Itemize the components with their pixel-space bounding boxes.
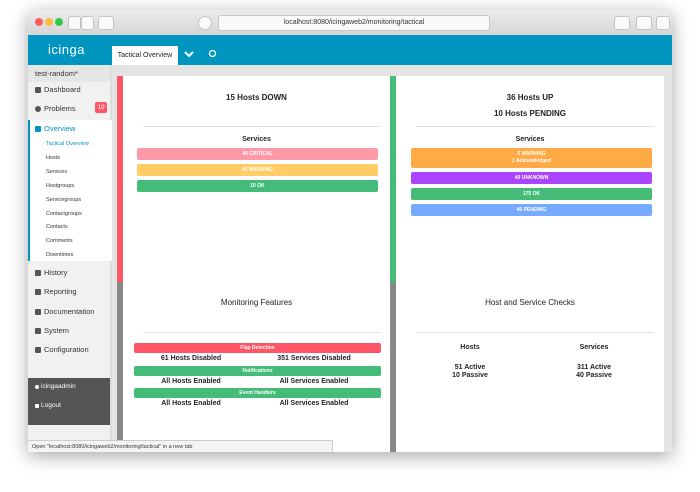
sub-nav-item[interactable]: Tactical Overview: [46, 141, 89, 147]
status-bar[interactable]: 40 CRITICAL: [137, 148, 378, 160]
nav-label: System: [44, 325, 70, 335]
feature-bar[interactable]: Notifications: [134, 365, 381, 376]
status-bar[interactable]: 40 PENDING: [411, 204, 652, 216]
nav-icon: [35, 308, 41, 315]
nav-label: Overview: [44, 124, 76, 133]
refresh-icon[interactable]: [208, 49, 217, 58]
check-count[interactable]: 10 Passive: [452, 372, 488, 379]
bar-label: 5 WARNING: [517, 151, 546, 157]
column-heading: Services: [579, 344, 609, 351]
status-bar[interactable]: 175 OK: [411, 188, 652, 200]
badge: 19: [95, 102, 107, 113]
logo[interactable]: icinga: [48, 42, 85, 57]
back-button[interactable]: [68, 16, 81, 30]
feature-bar[interactable]: Flap Detection: [134, 343, 381, 353]
divider: [416, 332, 654, 333]
bar-note: 1 Acknowledged: [511, 158, 552, 164]
nav-icon: [35, 347, 41, 354]
sidebar: test-random* Dashboard Problems 19 Overv…: [28, 65, 112, 452]
feature-hosts[interactable]: All Hosts Enabled: [161, 400, 221, 407]
sub-nav-item[interactable]: Downtimes: [46, 252, 74, 259]
divider: [143, 126, 380, 127]
share-button[interactable]: [614, 16, 630, 30]
minimize-button[interactable]: [45, 18, 53, 26]
nav-label: Documentation: [44, 306, 95, 316]
sub-nav-item[interactable]: Contactgroups: [46, 210, 82, 217]
nav-label: History: [44, 268, 68, 277]
nav-icon: [35, 327, 41, 334]
browser-window: localhost:8080/icingaweb2/monitoring/tac…: [28, 10, 672, 452]
nav-label: Reporting: [44, 287, 77, 297]
tabs-button[interactable]: [636, 16, 652, 30]
card-title: Monitoring Features: [220, 298, 293, 307]
forward-button[interactable]: [81, 16, 94, 30]
zoom-button[interactable]: [55, 18, 63, 26]
new-tab-button[interactable]: [656, 16, 670, 30]
close-button[interactable]: [35, 18, 43, 26]
card-title: Host and Service Checks: [485, 298, 575, 307]
check-count[interactable]: 51 Active: [454, 364, 486, 371]
card-title[interactable]: 15 Hosts DOWN: [226, 93, 287, 102]
feature-hosts[interactable]: All Hosts Enabled: [161, 377, 221, 385]
nav-icon: [35, 289, 41, 296]
section-heading: Services: [242, 136, 271, 143]
nav-label: Logout: [41, 402, 61, 409]
nav-label: Dashboard: [44, 85, 81, 94]
search[interactable]: test-random*: [28, 65, 110, 82]
check-count[interactable]: 40 Passive: [576, 372, 612, 379]
browser-toolbar: localhost:8080/icingaweb2/monitoring/tac…: [28, 10, 672, 36]
user-section: [28, 378, 110, 425]
feature-services[interactable]: All Services Enabled: [279, 377, 349, 385]
nav-icon: [35, 270, 41, 276]
sidebar-button[interactable]: [98, 16, 114, 30]
check-count[interactable]: 311 Active: [577, 364, 611, 371]
hosts-up-card: 36 Hosts UP 10 Hosts PENDING Services 5 …: [390, 76, 664, 282]
overview-section: [28, 120, 112, 261]
search-text: test-random*: [35, 69, 78, 78]
section-heading: Services: [515, 136, 545, 143]
hosts-down-card: 15 Hosts DOWN Services 40 CRITICAL 40 WA…: [117, 76, 390, 282]
sub-nav-item[interactable]: Servicegroups: [46, 196, 82, 203]
dashboard: 15 Hosts DOWN Services 40 CRITICAL 40 WA…: [112, 65, 672, 452]
card-title[interactable]: 36 Hosts UP: [506, 93, 554, 102]
nav-label: icingaadmin: [41, 383, 76, 390]
divider: [143, 332, 380, 333]
nav-label: Problems: [44, 104, 76, 113]
feature-services[interactable]: 351 Services Disabled: [277, 355, 351, 362]
feature-services[interactable]: All Services Enabled: [279, 400, 349, 407]
features-card: Monitoring Features Flap Detection 61 Hos…: [117, 282, 390, 452]
card-subtitle[interactable]: 10 Hosts PENDING: [493, 109, 567, 118]
sub-nav-item[interactable]: Contacts: [46, 224, 68, 231]
sub-nav-item[interactable]: Hosts: [46, 154, 61, 161]
status-bar[interactable]: 40 WARNING: [137, 164, 378, 176]
status-bar[interactable]: 5 WARNING 1 Acknowledged: [411, 148, 652, 168]
status-bar[interactable]: 10 OK: [137, 180, 378, 192]
status-bar[interactable]: 40 UNKNOWN: [411, 172, 652, 184]
nav-label: Configuration: [44, 345, 89, 355]
column-heading: Hosts: [460, 344, 480, 351]
sub-nav-item[interactable]: Comments: [46, 238, 73, 245]
tab-menu-icon[interactable]: [184, 50, 194, 58]
feature-hosts[interactable]: 61 Hosts Disabled: [160, 355, 222, 362]
checks-card: Host and Service Checks Hosts Services 5…: [390, 282, 664, 452]
app-header: icinga Tactical Overview: [28, 35, 672, 65]
feature-bar[interactable]: Event Handlers: [134, 388, 381, 398]
sub-nav-item[interactable]: Services: [46, 168, 68, 175]
divider: [416, 126, 654, 127]
address-bar[interactable]: localhost:8080/icingaweb2/monitoring/tac…: [218, 15, 490, 31]
sub-nav-item[interactable]: Hostgroups: [46, 182, 75, 189]
privacy-button[interactable]: [198, 16, 212, 30]
tab[interactable]: Tactical Overview: [112, 46, 178, 65]
status-bar: Open "localhost:8080/icingaweb2/monitori…: [28, 440, 333, 452]
